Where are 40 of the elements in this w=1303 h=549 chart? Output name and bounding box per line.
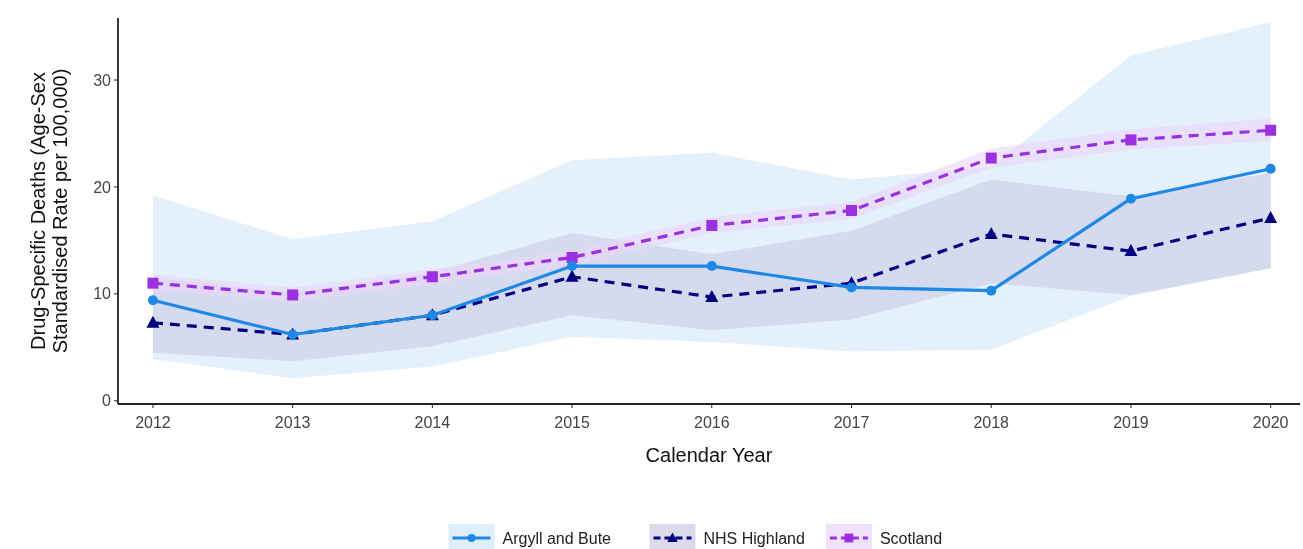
point	[567, 261, 578, 272]
point	[986, 285, 997, 296]
point	[1265, 124, 1277, 136]
point	[984, 226, 998, 239]
y-tick-label: 20	[93, 178, 112, 196]
x-tick-label: 2019	[1113, 414, 1149, 431]
point	[846, 204, 858, 216]
x-tick-label: 2018	[973, 414, 1010, 431]
x-tick-label: 2016	[694, 414, 730, 431]
point	[846, 282, 857, 293]
point	[147, 277, 159, 289]
point	[147, 295, 158, 306]
point	[287, 289, 299, 301]
legend-label: Scotland	[879, 529, 943, 547]
x-tick-label: 2012	[135, 414, 171, 431]
x-axis-title: Calendar Year	[645, 444, 773, 466]
y-tick-label: 0	[102, 392, 112, 410]
point	[985, 152, 997, 164]
legend-label: Argyll and Bute	[502, 529, 612, 547]
point	[706, 219, 718, 231]
y-axis-title: Drug-Specific Deaths (Age-Sex Standardised Rate per 100,000)	[27, 68, 71, 354]
point	[1264, 210, 1278, 223]
point	[426, 271, 438, 283]
point	[566, 252, 578, 264]
x-tick-label: 2014	[414, 414, 451, 431]
y-tick-label: 30	[93, 71, 112, 89]
point	[1125, 193, 1136, 204]
x-tick-label: 2020	[1252, 414, 1289, 431]
point	[146, 315, 160, 328]
x-tick-label: 2015	[554, 414, 590, 431]
point	[1265, 163, 1276, 174]
point	[565, 269, 579, 282]
point	[1125, 134, 1137, 146]
x-tick-label: 2017	[833, 414, 870, 431]
point	[705, 290, 719, 303]
point	[1124, 244, 1138, 257]
point	[706, 261, 717, 272]
x-tick-label: 2013	[274, 414, 311, 431]
y-tick-label: 10	[93, 285, 112, 303]
legend-label: NHS Highland	[703, 529, 805, 547]
